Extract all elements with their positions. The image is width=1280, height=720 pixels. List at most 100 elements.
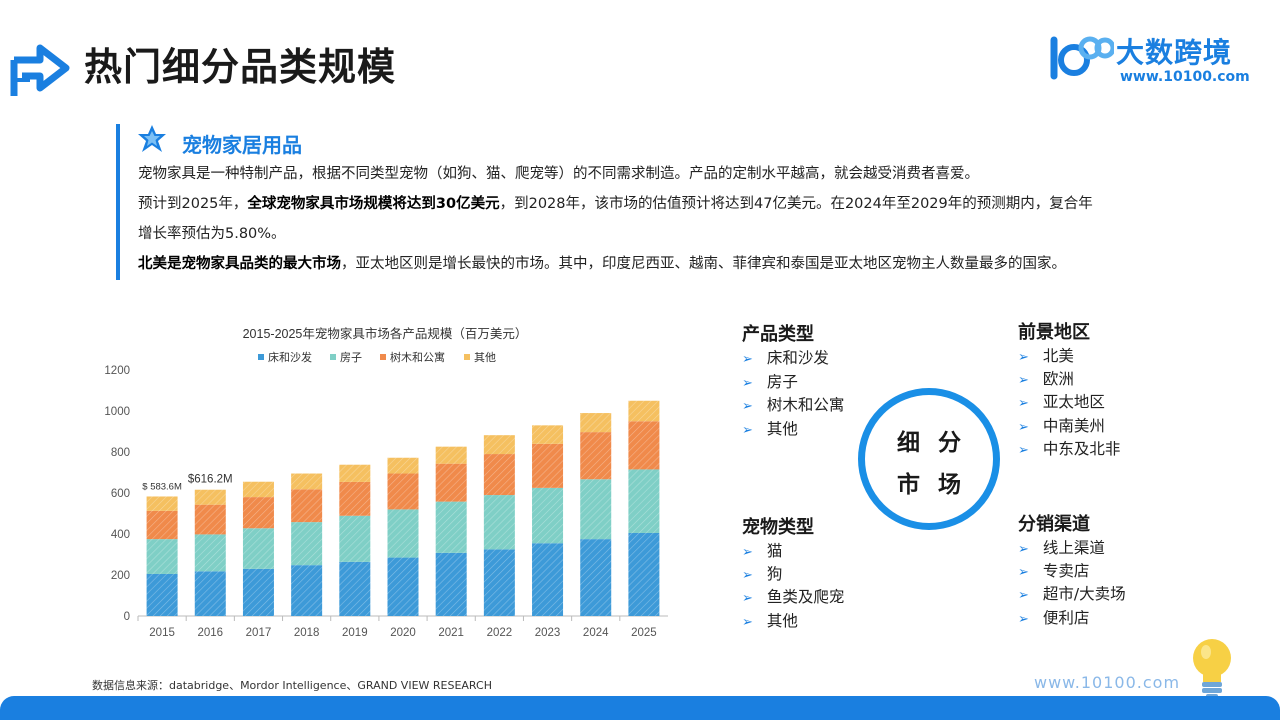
bar-segment-房子	[146, 539, 178, 574]
bar-segment-房子	[628, 469, 660, 533]
bar-segment-树木和公寓	[532, 443, 564, 488]
footer-url[interactable]: www.10100.com	[1034, 673, 1181, 692]
legend-swatch	[380, 354, 386, 360]
legend-label: 树木和公寓	[390, 350, 445, 364]
legend-label: 房子	[340, 351, 362, 364]
stacked-bar-chart: 2015-2025年宠物家具市场各产品规模（百万美元） 床和沙发 房子 树木和公寓 其…	[104, 326, 668, 639]
y-tick-label: 600	[111, 488, 130, 500]
pet-item-label: 鱼类及爬宠	[766, 588, 845, 607]
legend-label: 床和沙发	[268, 350, 312, 364]
bullet-arrow-icon: ➢	[1018, 542, 1029, 557]
y-tick-label: 400	[111, 529, 130, 541]
lightbulb-icon	[1193, 639, 1231, 698]
product-item-label: 床和沙发	[766, 349, 829, 367]
legend-swatch	[330, 354, 336, 360]
page-title: 热门细分品类规模	[84, 45, 397, 89]
x-tick-label: 2023	[535, 627, 561, 639]
x-tick-label: 2018	[294, 627, 320, 639]
channel-item: ➢ 超市/大卖场	[1018, 582, 1126, 604]
bar-segment-其他	[483, 435, 515, 455]
bullet-arrow-icon: ➢	[1018, 588, 1029, 604]
bar-segment-房子	[435, 501, 467, 553]
bar-segment-其他	[580, 413, 612, 433]
channel-item-label: 便利店	[1042, 608, 1090, 627]
bar-segment-床和沙发	[532, 543, 564, 616]
bullet-arrow-icon: ➢	[1018, 373, 1029, 389]
region-heading: 前景地区	[1018, 322, 1090, 343]
channel-heading: 分销渠道	[1018, 514, 1090, 535]
bar-segment-其他	[339, 464, 371, 482]
region-item-label: 亚太地区	[1042, 393, 1105, 412]
chart-legend: 床和沙发 房子 树木和公寓 其他	[258, 350, 496, 364]
segment-market-circle: 细分 市场	[858, 388, 1000, 530]
channel-item-label: 超市/大卖场	[1042, 585, 1126, 604]
region-item: ➢ 欧洲	[1018, 367, 1074, 389]
pet-item-label: 狗	[766, 565, 783, 584]
bullet-arrow-icon: ➢	[742, 591, 753, 607]
intro-section: 宠物家居用品 宠物家具是一种特制产品，根据不同类型宠物（如狗、猫、爬宠等）的不同…	[116, 124, 1176, 280]
x-tick-label: 2016	[197, 627, 223, 639]
pet-item: ➢ 狗	[742, 562, 782, 584]
y-tick-label: 1000	[104, 406, 130, 418]
bar-segment-房子	[194, 534, 226, 572]
bar-segment-树木和公寓	[483, 454, 515, 496]
bullet-arrow-icon: ➢	[742, 422, 753, 438]
bullet-arrow-icon: ➢	[742, 614, 753, 630]
logo-url: www.10100.com	[1120, 69, 1250, 85]
x-tick-label: 2019	[342, 627, 368, 639]
bar-segment-树木和公寓	[291, 489, 323, 523]
chart-bars: $ 583.6M $616.2M	[142, 400, 660, 616]
x-tick-label: 2022	[487, 627, 513, 639]
bar-segment-树木和公寓	[242, 497, 274, 529]
channel-item: ➢ 便利店	[1018, 606, 1089, 628]
legend-swatch	[258, 354, 264, 360]
x-tick-label: 2015	[149, 627, 175, 639]
chart-axes: 0 200 400 600 800 1000 1200 2015 2016 2017 2018 201…	[104, 365, 668, 639]
x-tick-label: 2020	[390, 627, 416, 639]
bar-segment-房子	[242, 528, 274, 569]
bar-segment-房子	[291, 522, 323, 566]
bar-segment-其他	[291, 473, 323, 490]
section-title: 宠物家居用品	[182, 133, 302, 157]
bullet-arrow-icon: ➢	[742, 352, 753, 367]
bar-segment-其他	[194, 489, 226, 505]
y-tick-label: 200	[111, 570, 130, 582]
region-item: ➢ 中东及北非	[1018, 437, 1120, 459]
x-tick-label: 2017	[246, 627, 272, 639]
product-item-label: 树木和公寓	[766, 396, 845, 414]
bullet-arrow-icon: ➢	[742, 545, 753, 560]
region-item-label: 北美	[1042, 347, 1074, 365]
bar-segment-床和沙发	[435, 552, 467, 616]
bar-segment-房子	[387, 509, 419, 558]
product-item-label: 其他	[766, 419, 798, 438]
data-label: $ 583.6M	[142, 481, 182, 492]
channel-item: ➢ 专卖店	[1018, 559, 1089, 581]
legend-label: 其他	[474, 351, 496, 364]
bar-segment-房子	[532, 487, 564, 544]
pet-item: ➢ 猫	[742, 539, 782, 561]
bar-segment-其他	[387, 457, 419, 474]
share-arrow-icon	[10, 44, 70, 96]
bullet-arrow-icon: ➢	[1018, 611, 1029, 627]
bar-segment-树木和公寓	[628, 421, 660, 470]
x-tick-label: 2021	[438, 627, 464, 639]
paragraph-3: 增长率预估为5.80%。	[138, 226, 286, 242]
pet-item: ➢ 鱼类及爬宠	[742, 585, 844, 607]
channel-item: ➢ 线上渠道	[1018, 536, 1105, 558]
product-type-heading: 产品类型	[742, 324, 814, 345]
bar-segment-树木和公寓	[146, 510, 178, 540]
bar-segment-树木和公寓	[580, 432, 612, 480]
bar-segment-床和沙发	[146, 573, 178, 616]
bottom-bar	[0, 696, 1280, 720]
bar-segment-树木和公寓	[435, 463, 467, 502]
star-icon	[138, 125, 166, 152]
channel-item-label: 线上渠道	[1042, 539, 1105, 557]
bullet-arrow-icon: ➢	[742, 568, 753, 584]
data-label: $616.2M	[188, 474, 233, 486]
bar-segment-房子	[580, 479, 612, 540]
brand-logo[interactable]: 大数跨境 www.10100.com	[1044, 30, 1254, 90]
pet-item-label: 猫	[766, 542, 783, 560]
region-item: ➢ 北美	[1018, 344, 1074, 366]
region-item: ➢ 亚太地区	[1018, 390, 1105, 412]
bar-segment-房子	[483, 495, 515, 550]
